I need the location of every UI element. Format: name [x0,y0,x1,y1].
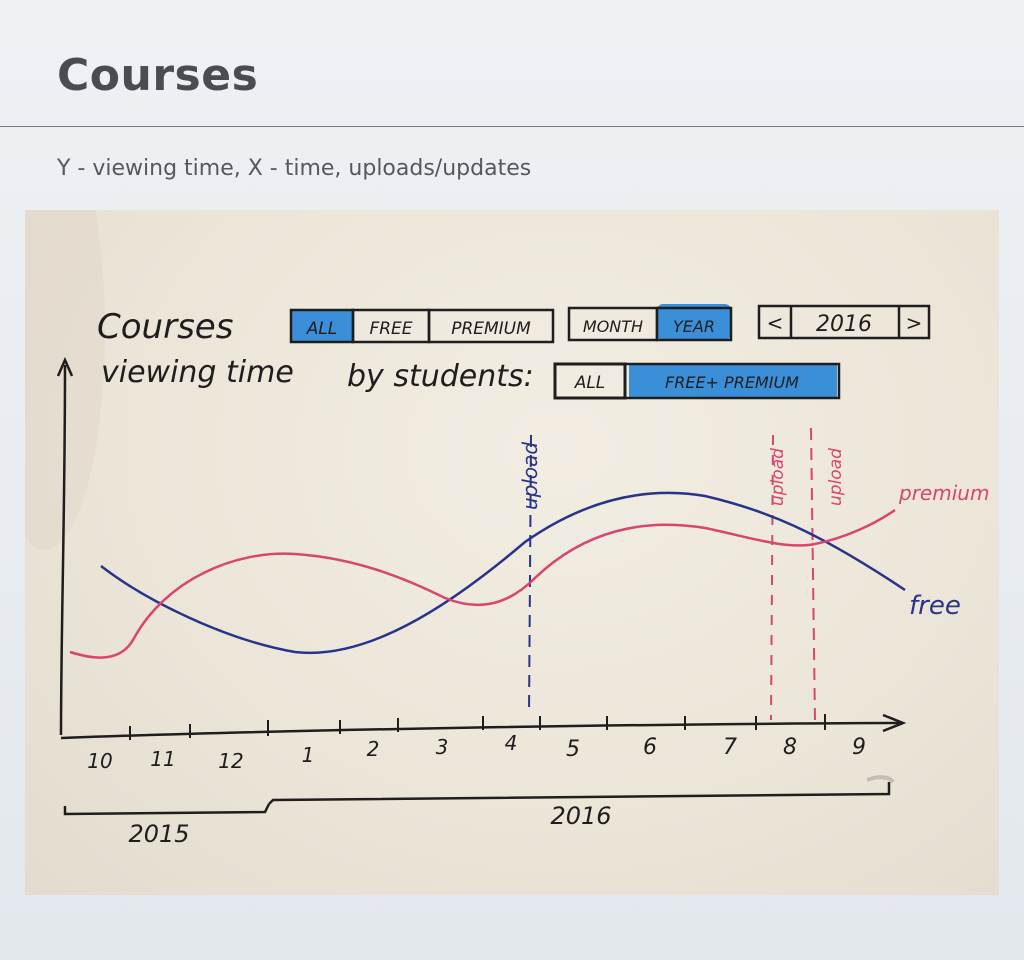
student-filter: ALL FREE+ PREMIUM [553,362,841,400]
selected-highlight [629,364,837,398]
upload-label: upload [518,442,542,510]
x-tick-label: 9 [852,735,866,760]
upload-label: upload [826,448,846,506]
year-next-button[interactable]: > [897,306,923,338]
student-filter-all-button[interactable]: ALL [553,362,627,400]
sketch-heading: Courses [97,307,233,347]
sketch-photo: Courses viewing time by students: ALL FR… [25,210,999,895]
x-tick-label: 4 [505,731,518,755]
x-axis [60,721,902,740]
upload-label: upload [768,448,788,506]
chevron-left-icon: < [767,311,784,335]
x-tick-label: 6 [643,735,657,760]
sketch-axis-title: viewing time [101,355,294,390]
x-tick-label: 7 [723,735,737,760]
y-axis-arrow-icon [56,356,74,377]
course-filter-premium-label: PREMIUM [451,319,531,339]
sketch-drawing: Courses viewing time by students: ALL FR… [25,210,989,848]
x-tick-label: 3 [436,735,449,759]
chevron-right-icon: > [906,311,923,335]
x-tick-label: 10 [87,749,112,773]
course-filter-all-button[interactable]: ALL [289,308,355,344]
eraser-smudge [866,775,895,784]
upload-dashed-line [528,434,532,716]
upload-marker[interactable]: upload [810,427,846,723]
x-tick-label: 2 [367,737,380,761]
year-prev-button[interactable]: < [767,306,793,338]
by-students-label: by students: [347,359,534,394]
upload-marker[interactable]: upload [518,434,542,716]
slide-subtitle: Y - viewing time, X - time, uploads/upda… [57,156,532,181]
year-nav-value: 2016 [816,312,872,337]
period-toggle: MONTH YEAR [567,304,733,342]
year-nav-outline [757,304,931,340]
course-filter-free-button[interactable]: FREE [351,308,431,344]
course-filter: ALL FREE PREMIUM [289,308,555,344]
slide-title: Courses [57,50,259,101]
x-tick-label: 11 [150,747,175,771]
year-label-2016: 2016 [550,802,611,830]
x-tick-labels: 10 11 12 1 2 3 4 5 6 7 8 9 [87,731,866,773]
course-filter-free-label: FREE [369,319,412,339]
period-month-label: MONTH [583,317,643,336]
course-filter-premium-button[interactable]: PREMIUM [427,308,555,344]
selected-highlight [291,310,353,342]
series-free-line [100,491,906,655]
x-axis-arrow-icon [882,713,907,733]
student-filter-free-premium-button[interactable]: FREE+ PREMIUM [623,362,841,400]
upload-dashed-line [810,427,816,723]
period-month-button[interactable]: MONTH [567,306,659,342]
student-filter-all-label: ALL [574,373,606,393]
period-year-label: YEAR [673,317,715,336]
selected-highlight [657,304,731,340]
bracket-2015 [63,803,271,816]
series-premium-line [69,508,896,659]
x-tick-label: 8 [783,735,797,760]
course-filter-all-label: ALL [306,319,338,339]
upload-marker[interactable]: upload [768,434,788,721]
period-year-button[interactable]: YEAR [655,304,733,342]
button-outline [655,306,733,342]
student-filter-free-premium-label: FREE+ PREMIUM [665,373,799,392]
x-tick-label: 1 [302,743,315,767]
y-axis [59,364,67,736]
series-premium-label: premium [898,481,989,505]
year-brackets: 2015 2016 [63,782,891,848]
button-outline [427,308,555,344]
upload-dashed-line [770,434,774,721]
x-tick-label: 5 [566,737,580,762]
button-outline [623,362,841,400]
x-axis-ticks [129,714,826,740]
bracket-2016 [268,782,891,805]
chart-axes [56,356,907,740]
x-tick-label: 12 [218,749,243,773]
title-divider [0,126,1024,127]
series-free-label: free [909,591,961,621]
year-navigator: < 2016 > [757,304,931,340]
year-label-2015: 2015 [128,820,189,848]
